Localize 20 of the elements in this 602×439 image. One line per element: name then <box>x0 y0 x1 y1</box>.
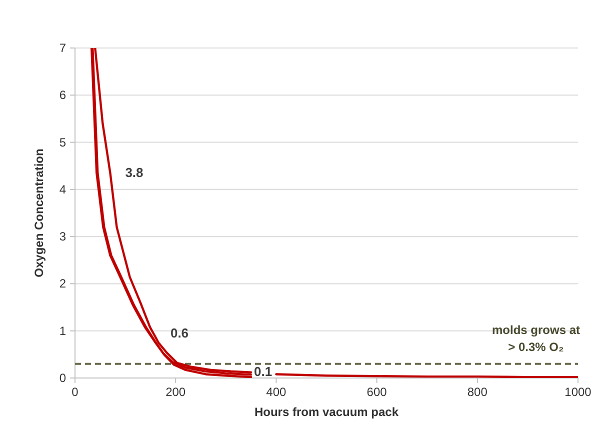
x-tick-label: 1000 <box>564 385 592 399</box>
y-tick-label: 3 <box>59 230 66 244</box>
x-tick-label: 600 <box>366 385 388 399</box>
y-tick-label: 4 <box>59 182 66 196</box>
annotation: 0.1 <box>254 364 272 380</box>
y-tick-label: 6 <box>59 88 66 102</box>
x-tick-label: 0 <box>72 385 79 399</box>
y-tick-label: 7 <box>59 41 66 55</box>
x-tick-label: 800 <box>467 385 488 399</box>
y-tick-label: 2 <box>59 276 66 291</box>
annotation: 3.8 <box>125 164 144 180</box>
y-tick-label: 1 <box>59 324 66 338</box>
x-axis-title: Hours from vacuum pack <box>254 405 399 419</box>
x-tick-label: 400 <box>266 385 287 399</box>
y-tick-label: 0 <box>59 371 66 385</box>
x-tick-label: 200 <box>166 385 186 399</box>
y-tick-label: 5 <box>59 135 66 150</box>
ref-line-label: molds grows at > 0.3% O₂ <box>492 322 580 354</box>
annotation: 0.6 <box>170 326 189 341</box>
y-axis-title: Oxygen Concentration <box>32 148 46 278</box>
